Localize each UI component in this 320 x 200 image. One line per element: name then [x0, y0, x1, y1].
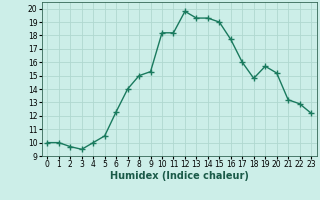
- X-axis label: Humidex (Indice chaleur): Humidex (Indice chaleur): [110, 171, 249, 181]
